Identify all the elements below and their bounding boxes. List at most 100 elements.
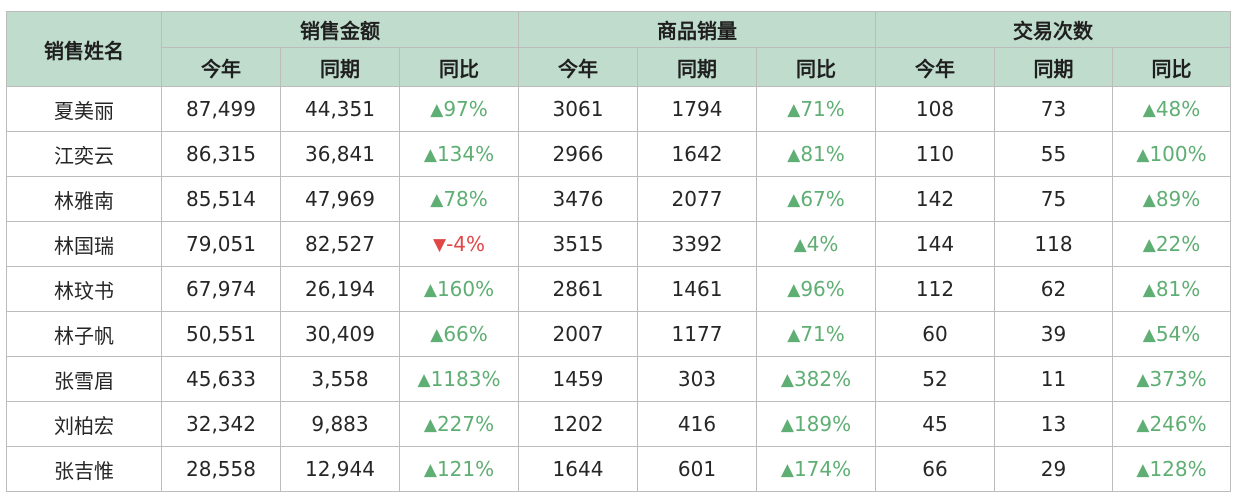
trades-previous-cell: 39 xyxy=(994,311,1113,357)
trades-previous-cell: 75 xyxy=(994,176,1113,222)
yoy-percent: 67% xyxy=(800,187,845,211)
yoy-percent: 128% xyxy=(1149,457,1207,481)
header-trades-current: 今年 xyxy=(875,47,995,87)
trades-previous-cell: 29 xyxy=(994,446,1113,492)
yoy-percent: 134% xyxy=(436,142,495,166)
triangle-up-icon: ▲ xyxy=(1136,145,1150,165)
salesperson-name-cell: 张吉惟 xyxy=(6,446,162,492)
yoy-percent: 97% xyxy=(443,97,488,121)
header-qty-current: 今年 xyxy=(518,47,638,87)
yoy-percent: 4% xyxy=(806,232,839,256)
qty-current-cell: 3476 xyxy=(518,176,638,222)
trades-current-cell: 144 xyxy=(875,221,995,267)
table-row: 林雅南 85,514 47,969 ▲78% 3476 2077 ▲67% 142 75 ▲89% xyxy=(6,176,1231,222)
trades-previous-cell: 118 xyxy=(994,221,1113,267)
salesperson-name-cell: 林国瑞 xyxy=(6,221,162,267)
table-header: 销售姓名 销售金额 商品销量 交易次数 今年 同期 同比 今年 同期 同比 今年… xyxy=(6,11,1231,87)
triangle-up-icon: ▲ xyxy=(1142,190,1156,210)
trades-yoy-cell: ▲100% xyxy=(1112,131,1231,177)
triangle-up-icon: ▲ xyxy=(793,235,807,255)
triangle-up-icon: ▲ xyxy=(423,460,437,480)
trades-current-cell: 108 xyxy=(875,86,995,132)
qty-previous-cell: 416 xyxy=(637,401,757,447)
yoy-percent: 382% xyxy=(793,367,852,391)
salesperson-name-cell: 林玟书 xyxy=(6,266,162,312)
amount-current-cell: 28,558 xyxy=(161,446,281,492)
amount-yoy-cell: ▲66% xyxy=(399,311,519,357)
yoy-percent: 48% xyxy=(1155,97,1201,121)
qty-previous-cell: 303 xyxy=(637,356,757,402)
yoy-percent: 100% xyxy=(1149,142,1207,166)
salesperson-name-cell: 刘柏宏 xyxy=(6,401,162,447)
triangle-up-icon: ▲ xyxy=(787,190,801,210)
table-row: 林国瑞 79,051 82,527 ▼-4% 3515 3392 ▲4% 144 118 ▲22% xyxy=(6,221,1231,267)
salesperson-name-cell: 夏美丽 xyxy=(6,86,162,132)
qty-current-cell: 1644 xyxy=(518,446,638,492)
yoy-percent: 81% xyxy=(1155,277,1201,301)
yoy-percent: 246% xyxy=(1149,412,1207,436)
qty-previous-cell: 1794 xyxy=(637,86,757,132)
amount-previous-cell: 3,558 xyxy=(280,356,400,402)
trades-previous-cell: 55 xyxy=(994,131,1113,177)
amount-current-cell: 45,633 xyxy=(161,356,281,402)
qty-yoy-cell: ▲81% xyxy=(756,131,876,177)
amount-current-cell: 79,051 xyxy=(161,221,281,267)
header-amount-current: 今年 xyxy=(161,47,281,87)
triangle-up-icon: ▲ xyxy=(423,280,437,300)
amount-current-cell: 67,974 xyxy=(161,266,281,312)
qty-yoy-cell: ▲174% xyxy=(756,446,876,492)
triangle-up-icon: ▲ xyxy=(1142,235,1156,255)
qty-previous-cell: 3392 xyxy=(637,221,757,267)
triangle-up-icon: ▲ xyxy=(787,100,801,120)
qty-yoy-cell: ▲96% xyxy=(756,266,876,312)
triangle-up-icon: ▲ xyxy=(1136,415,1150,435)
salesperson-name-cell: 林子帆 xyxy=(6,311,162,357)
table-row: 刘柏宏 32,342 9,883 ▲227% 1202 416 ▲189% 45 13 ▲246% xyxy=(6,401,1231,447)
amount-previous-cell: 9,883 xyxy=(280,401,400,447)
header-group-transaction-count: 交易次数 xyxy=(875,11,1231,48)
triangle-up-icon: ▲ xyxy=(1136,370,1150,390)
trades-yoy-cell: ▲246% xyxy=(1112,401,1231,447)
table-row: 林子帆 50,551 30,409 ▲66% 2007 1177 ▲71% 60 39 ▲54% xyxy=(6,311,1231,357)
amount-current-cell: 87,499 xyxy=(161,86,281,132)
trades-current-cell: 112 xyxy=(875,266,995,312)
salesperson-name-cell: 江奕云 xyxy=(6,131,162,177)
triangle-up-icon: ▲ xyxy=(787,145,801,165)
triangle-up-icon: ▲ xyxy=(430,325,444,345)
yoy-percent: 71% xyxy=(800,97,845,121)
header-trades-previous: 同期 xyxy=(994,47,1113,87)
table-row: 江奕云 86,315 36,841 ▲134% 2966 1642 ▲81% 110 55 ▲10… xyxy=(6,131,1231,177)
qty-current-cell: 2861 xyxy=(518,266,638,312)
yoy-percent: 160% xyxy=(436,277,495,301)
amount-current-cell: 85,514 xyxy=(161,176,281,222)
triangle-up-icon: ▲ xyxy=(787,325,801,345)
table-row: 张吉惟 28,558 12,944 ▲121% 1644 601 ▲174% 66 29 ▲128… xyxy=(6,446,1231,492)
salesperson-name-cell: 张雪眉 xyxy=(6,356,162,402)
trades-yoy-cell: ▲128% xyxy=(1112,446,1231,492)
trades-current-cell: 110 xyxy=(875,131,995,177)
qty-current-cell: 3061 xyxy=(518,86,638,132)
amount-yoy-cell: ▲97% xyxy=(399,86,519,132)
trades-current-cell: 45 xyxy=(875,401,995,447)
yoy-percent: 189% xyxy=(793,412,852,436)
qty-yoy-cell: ▲67% xyxy=(756,176,876,222)
yoy-percent: 54% xyxy=(1155,322,1201,346)
qty-previous-cell: 1642 xyxy=(637,131,757,177)
yoy-percent: 22% xyxy=(1155,232,1201,256)
trades-previous-cell: 11 xyxy=(994,356,1113,402)
amount-previous-cell: 47,969 xyxy=(280,176,400,222)
header-trades-yoy: 同比 xyxy=(1112,47,1231,87)
header-amount-yoy: 同比 xyxy=(399,47,519,87)
trades-current-cell: 142 xyxy=(875,176,995,222)
amount-current-cell: 32,342 xyxy=(161,401,281,447)
amount-previous-cell: 36,841 xyxy=(280,131,400,177)
triangle-up-icon: ▲ xyxy=(417,370,431,390)
yoy-percent: 78% xyxy=(443,187,488,211)
yoy-percent: 227% xyxy=(436,412,495,436)
header-qty-yoy: 同比 xyxy=(756,47,876,87)
amount-previous-cell: 12,944 xyxy=(280,446,400,492)
yoy-percent: -4% xyxy=(446,232,486,256)
yoy-percent: 81% xyxy=(800,142,845,166)
amount-previous-cell: 82,527 xyxy=(280,221,400,267)
salesperson-name-cell: 林雅南 xyxy=(6,176,162,222)
